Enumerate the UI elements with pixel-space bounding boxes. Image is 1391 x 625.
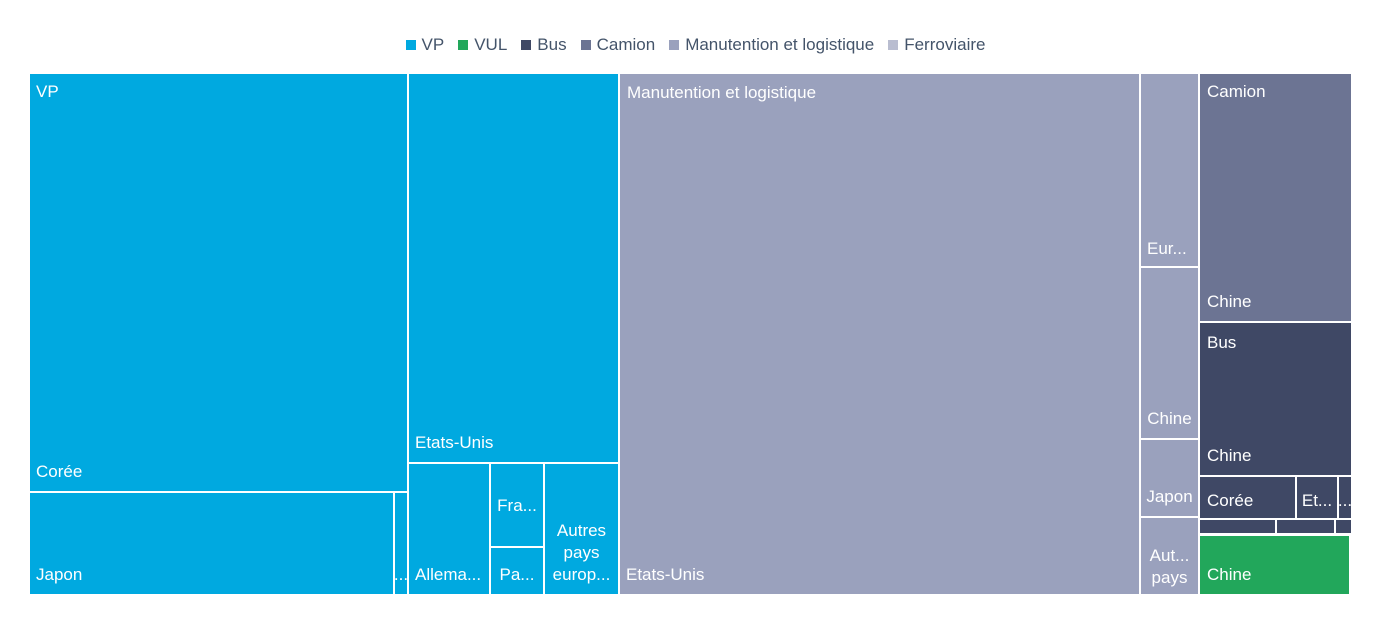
legend-label-vul: VUL <box>474 35 508 54</box>
treemap-tile <box>395 493 407 594</box>
tile-label: Eur... <box>1147 239 1187 258</box>
legend-item-vp: VP <box>405 35 445 55</box>
tile-label: Chine <box>1147 409 1191 428</box>
tile-label: Chine <box>1207 446 1251 465</box>
legend-item-ferroviaire: Ferroviaire <box>888 35 985 55</box>
tile-label: Et... <box>1302 491 1332 510</box>
treemap-group-camion: Chine Camion <box>1200 74 1351 321</box>
tile-label: Etats-Unis <box>626 565 704 584</box>
treemap-tile <box>1141 518 1198 594</box>
tile-label: ... <box>394 565 408 584</box>
treemap-tile <box>1200 74 1351 321</box>
legend-label-manutention: Manutention et logistique <box>685 35 875 54</box>
group-label: Camion <box>1207 82 1266 101</box>
tile-label: Japon <box>36 565 82 584</box>
legend-label-vp: VP <box>421 35 445 54</box>
treemap-tile <box>1141 268 1198 438</box>
legend-label-camion: Camion <box>596 35 656 54</box>
treemap-tile <box>491 464 543 546</box>
tile-label: Aut... <box>1150 546 1190 565</box>
treemap-tile <box>1277 520 1334 533</box>
treemap-tile <box>409 74 618 462</box>
legend-swatch-vul <box>458 40 469 50</box>
legend-item-vul: VUL <box>458 35 507 55</box>
treemap-tile <box>545 464 618 594</box>
treemap-tile <box>620 74 1139 594</box>
legend-item-manutention: Manutention et logistique <box>669 35 874 55</box>
treemap-group-vul: Chine <box>1200 536 1349 594</box>
tile-label: Corée <box>36 462 82 481</box>
legend-item-camion: Camion <box>580 35 656 55</box>
legend-label-ferroviaire: Ferroviaire <box>904 35 986 54</box>
tile-label: Chine <box>1207 292 1251 311</box>
legend-label-bus: Bus <box>537 35 567 54</box>
legend-swatch-camion <box>580 40 591 50</box>
treemap-tile <box>1200 520 1275 533</box>
treemap-group-bus: Chine Corée Et... ... Bus <box>1200 323 1352 533</box>
treemap-tile <box>1339 477 1351 518</box>
tile-label: Etats-Unis <box>415 433 493 452</box>
legend-swatch-bus <box>521 40 532 50</box>
tile-label: Fra... <box>497 496 537 515</box>
treemap-tile <box>30 493 393 594</box>
treemap-tile <box>1297 477 1337 518</box>
tile-label: Corée <box>1207 491 1253 510</box>
treemap-group-manutention-et-logistique: Etats-Unis Eur... Chine Japon Aut... pays Manu… <box>620 74 1198 594</box>
tile-label: Allema... <box>415 565 481 584</box>
tile-label: europ... <box>553 565 611 584</box>
treemap-tile <box>1200 323 1351 475</box>
legend-swatch-ferroviaire <box>888 40 899 50</box>
treemap-tile <box>30 74 407 491</box>
treemap-group-vp: Corée Japon ... Etats-Unis Allema... Fra... Pa… <box>30 74 618 594</box>
treemap-tile <box>491 548 543 594</box>
legend-swatch-vp <box>405 40 416 50</box>
group-label: Bus <box>1207 333 1236 352</box>
tile-label: Autres <box>557 521 606 540</box>
treemap-tile <box>1200 477 1295 518</box>
treemap-tile <box>1141 74 1198 266</box>
tile-label: pays <box>564 543 600 562</box>
group-label: Manutention et logistique <box>627 83 816 102</box>
treemap-tile <box>1336 520 1351 533</box>
tile-label: Pa... <box>500 565 535 584</box>
tile-label: pays <box>1152 568 1188 587</box>
legend-swatch-manutention <box>669 40 680 50</box>
treemap-tile <box>409 464 489 594</box>
tile-label: ... <box>1338 491 1352 510</box>
group-label: VP <box>36 82 59 101</box>
treemap-tile <box>1200 536 1349 594</box>
legend-item-bus: Bus <box>521 35 567 55</box>
legend: VP VUL Bus Camion Manutention et logisti… <box>0 35 1391 55</box>
tile-label: Japon <box>1146 487 1192 506</box>
treemap-tile <box>1141 440 1198 516</box>
tile-label: Chine <box>1207 565 1251 584</box>
